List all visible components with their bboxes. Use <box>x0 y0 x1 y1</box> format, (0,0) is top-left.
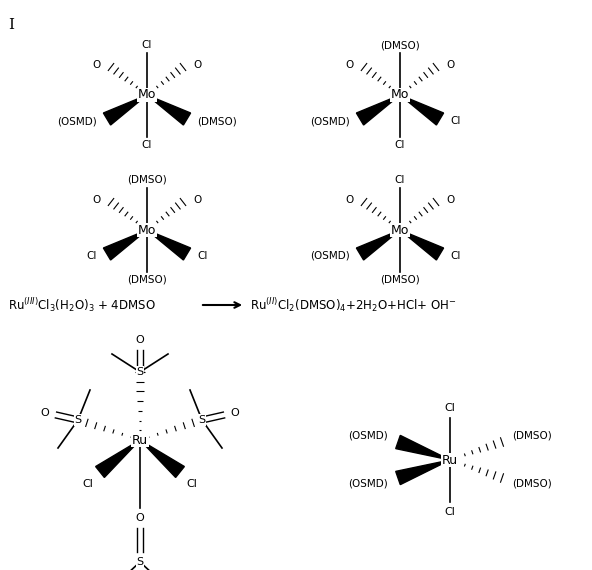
Polygon shape <box>104 230 147 260</box>
Text: Ru: Ru <box>132 434 148 446</box>
Polygon shape <box>147 95 191 125</box>
Text: Cl: Cl <box>186 479 198 489</box>
Polygon shape <box>96 440 140 478</box>
Text: Mo: Mo <box>138 88 156 101</box>
Text: O: O <box>41 408 49 418</box>
Text: (DMSO): (DMSO) <box>197 116 237 126</box>
Text: S: S <box>136 557 144 567</box>
Text: O: O <box>193 60 201 70</box>
Text: O: O <box>136 335 144 345</box>
Text: Cl: Cl <box>445 507 455 517</box>
Text: O: O <box>93 60 101 70</box>
Polygon shape <box>140 440 184 478</box>
Text: S: S <box>198 415 205 425</box>
Text: O: O <box>346 60 354 70</box>
Text: O: O <box>136 513 144 523</box>
Text: Mo: Mo <box>391 88 409 101</box>
Text: O: O <box>193 195 201 205</box>
Polygon shape <box>400 95 443 125</box>
Text: (DMSO): (DMSO) <box>127 275 167 285</box>
Text: Ru: Ru <box>442 454 458 466</box>
Text: Cl: Cl <box>86 251 97 261</box>
Text: O: O <box>346 195 354 205</box>
Text: Cl: Cl <box>395 140 405 150</box>
Text: Cl: Cl <box>450 251 461 261</box>
Text: (DMSO): (DMSO) <box>127 175 167 185</box>
Text: (OSMD): (OSMD) <box>310 116 350 126</box>
Text: S: S <box>136 367 144 377</box>
Polygon shape <box>356 230 400 260</box>
Text: Mo: Mo <box>138 223 156 237</box>
Polygon shape <box>395 435 450 460</box>
Polygon shape <box>147 230 191 260</box>
Text: Ru$^{(III)}$Cl$_3$(H$_2$O)$_3$ + 4DMSO: Ru$^{(III)}$Cl$_3$(H$_2$O)$_3$ + 4DMSO <box>8 296 156 314</box>
Text: (OSMD): (OSMD) <box>310 251 350 261</box>
Text: Cl: Cl <box>142 40 152 50</box>
Text: Ru$^{(II)}$Cl$_2$(DMSO)$_4$+2H$_2$O+HCl+ OH$^{-}$: Ru$^{(II)}$Cl$_2$(DMSO)$_4$+2H$_2$O+HCl+… <box>250 296 456 314</box>
Text: (DMSO): (DMSO) <box>380 40 420 50</box>
Text: O: O <box>231 408 239 418</box>
Text: Cl: Cl <box>142 140 152 150</box>
Polygon shape <box>356 95 400 125</box>
Text: Cl: Cl <box>450 116 461 126</box>
Text: S: S <box>75 415 82 425</box>
Text: Cl: Cl <box>82 479 94 489</box>
Text: (DMSO): (DMSO) <box>380 275 420 285</box>
Text: O: O <box>446 195 454 205</box>
Polygon shape <box>104 95 147 125</box>
Text: I: I <box>8 18 14 32</box>
Text: (DMSO): (DMSO) <box>512 479 552 489</box>
Text: (OSMD): (OSMD) <box>348 479 388 489</box>
Text: O: O <box>93 195 101 205</box>
Polygon shape <box>400 230 443 260</box>
Text: (DMSO): (DMSO) <box>512 431 552 441</box>
Text: O: O <box>446 60 454 70</box>
Text: (OSMD): (OSMD) <box>57 116 97 126</box>
Text: Cl: Cl <box>197 251 207 261</box>
Text: (OSMD): (OSMD) <box>348 431 388 441</box>
Polygon shape <box>395 460 450 484</box>
Text: Mo: Mo <box>391 223 409 237</box>
Text: Cl: Cl <box>445 403 455 413</box>
Text: Cl: Cl <box>395 175 405 185</box>
